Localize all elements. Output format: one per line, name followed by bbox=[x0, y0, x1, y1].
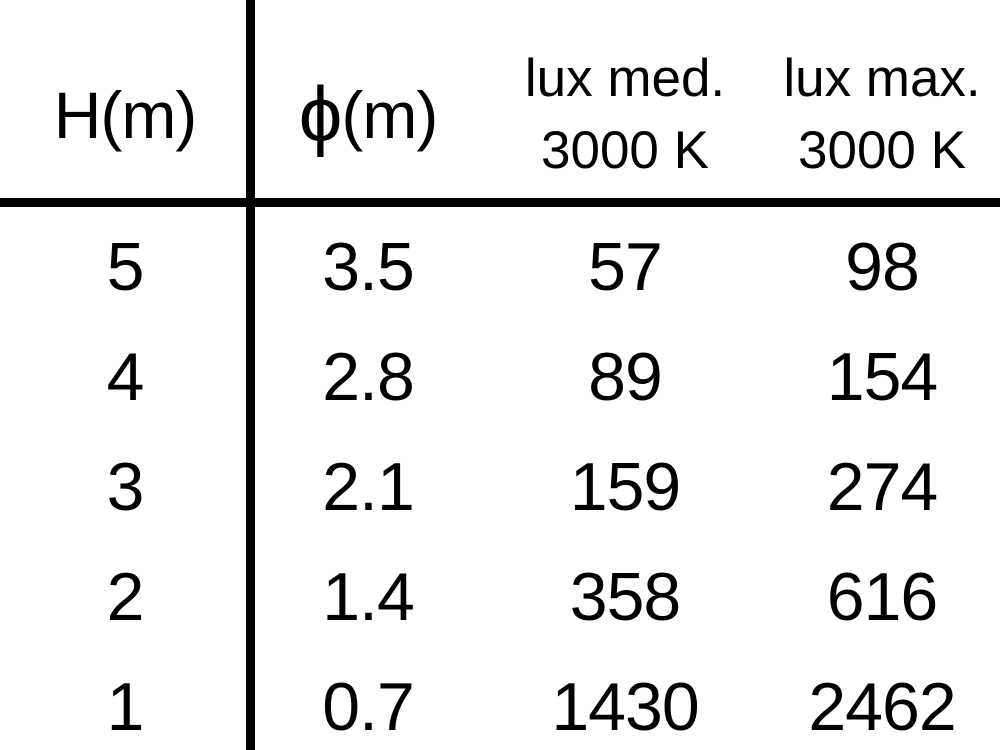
header-lux-max: lux max. 3000 K bbox=[764, 43, 1000, 187]
header-diameter: ϕ(m) bbox=[250, 75, 486, 153]
cell-h: 2 bbox=[106, 559, 145, 635]
header-lux-med-label: lux med. bbox=[524, 49, 726, 108]
header-lux-max-temp: 3000 K bbox=[798, 121, 966, 180]
cell-lux-max: 616 bbox=[826, 559, 938, 635]
header-lux-max-label: lux max. bbox=[783, 49, 981, 108]
cell-phi: 1.4 bbox=[322, 559, 415, 635]
cell-phi: 3.5 bbox=[322, 229, 415, 305]
cell-h: 3 bbox=[106, 449, 145, 525]
cell-lux-max: 154 bbox=[826, 339, 938, 415]
phi-symbol: ϕ bbox=[298, 70, 343, 158]
phi-unit: (m) bbox=[341, 78, 438, 152]
cell-lux-max: 98 bbox=[845, 229, 920, 305]
cell-h: 5 bbox=[106, 229, 145, 305]
cell-lux-med: 1430 bbox=[551, 669, 699, 745]
header-height: H(m) bbox=[53, 78, 198, 152]
cell-phi: 0.7 bbox=[322, 669, 415, 745]
header-lux-med-temp: 3000 K bbox=[541, 121, 709, 180]
header-divider-rule bbox=[0, 198, 1000, 207]
cell-lux-med: 159 bbox=[569, 449, 681, 525]
header-lux-med: lux med. 3000 K bbox=[486, 43, 764, 187]
cell-lux-med: 89 bbox=[588, 339, 663, 415]
cell-lux-med: 358 bbox=[569, 559, 681, 635]
cell-lux-med: 57 bbox=[588, 229, 663, 305]
table-body: 5 3.5 57 98 4 2.8 89 154 3 2.1 159 274 2… bbox=[0, 212, 1000, 750]
table-header-row: H(m) ϕ(m) lux med. 3000 K lux max. 3000 … bbox=[0, 0, 1000, 198]
cell-phi: 2.1 bbox=[322, 449, 415, 525]
cell-phi: 2.8 bbox=[322, 339, 415, 415]
cell-h: 4 bbox=[106, 339, 145, 415]
cell-lux-max: 2462 bbox=[808, 669, 956, 745]
cell-lux-max: 274 bbox=[826, 449, 938, 525]
column-divider-rule bbox=[246, 0, 255, 750]
cell-h: 1 bbox=[106, 669, 145, 745]
